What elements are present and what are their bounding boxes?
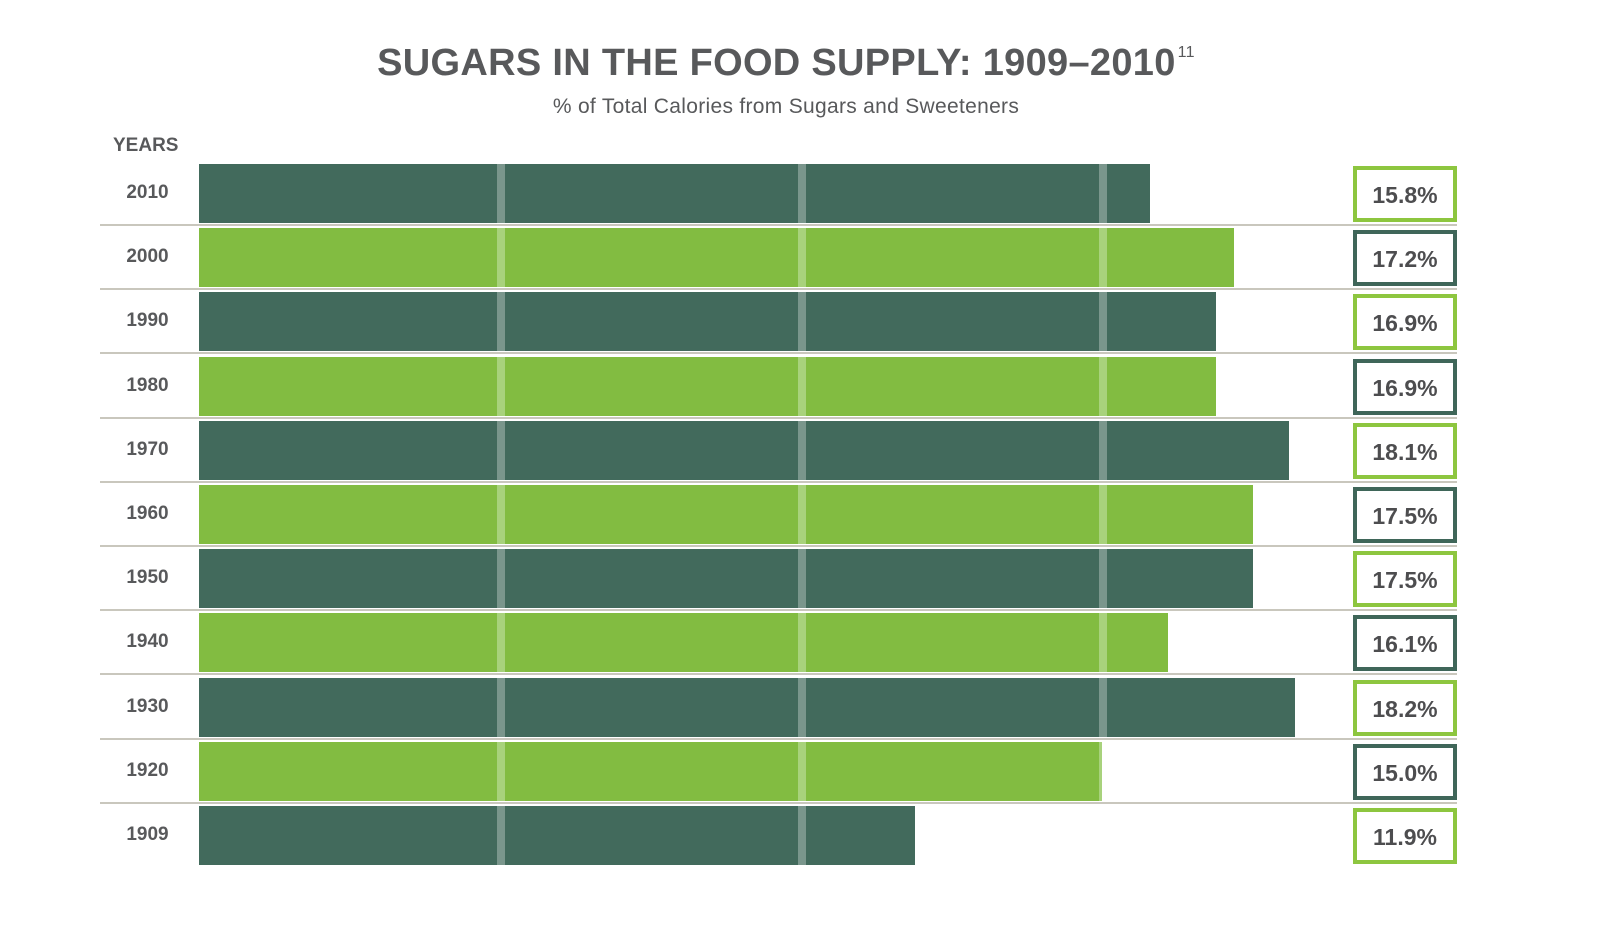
gridline (798, 228, 806, 287)
gridline (1099, 549, 1107, 608)
year-label: 1930 (126, 696, 169, 717)
gridline (1099, 292, 1107, 351)
value-label: 18.2% (1353, 680, 1457, 736)
bar-1960 (199, 485, 1253, 544)
y-axis-label: YEARS (113, 135, 179, 156)
chart-title-text: SUGARS IN THE FOOD SUPPLY: 1909–2010 (377, 42, 1176, 84)
gridline (1099, 613, 1107, 672)
bar-1940 (199, 613, 1168, 672)
value-label: 16.1% (1353, 615, 1457, 671)
year-label: 1950 (126, 567, 169, 588)
gridline (798, 549, 806, 608)
chart-title: SUGARS IN THE FOOD SUPPLY: 1909–2010 11 (0, 42, 1572, 85)
gridline (1099, 228, 1107, 287)
gridline (497, 485, 505, 544)
year-label: 2010 (126, 182, 169, 203)
gridline (497, 613, 505, 672)
gridline (497, 806, 505, 865)
gridline (798, 485, 806, 544)
year-label: 1920 (126, 760, 169, 781)
gridline (798, 292, 806, 351)
gridline (497, 357, 505, 416)
value-label: 17.5% (1353, 487, 1457, 543)
gridline (1099, 742, 1102, 801)
year-label: 1980 (126, 375, 169, 396)
gridline (1099, 678, 1107, 737)
gridline (798, 742, 806, 801)
bar-1970 (199, 421, 1289, 480)
value-label: 16.9% (1353, 294, 1457, 350)
row-separator (100, 224, 1457, 226)
gridline (798, 357, 806, 416)
row-separator (100, 738, 1457, 740)
gridline (1099, 421, 1107, 480)
bar-1980 (199, 357, 1216, 416)
year-label: 1990 (126, 310, 169, 331)
gridline (497, 549, 505, 608)
value-label: 15.8% (1353, 166, 1457, 222)
row-separator (100, 609, 1457, 611)
year-label: 1970 (126, 439, 169, 460)
row-separator (100, 673, 1457, 675)
gridline (497, 678, 505, 737)
bar-1990 (199, 292, 1216, 351)
row-separator (100, 802, 1457, 804)
gridline (497, 228, 505, 287)
chart-subtitle: % of Total Calories from Sugars and Swee… (552, 95, 1020, 118)
gridline (497, 164, 505, 223)
bar-1930 (199, 678, 1295, 737)
bar-1950 (199, 549, 1253, 608)
gridline (798, 678, 806, 737)
gridline (1099, 164, 1107, 223)
value-label: 11.9% (1353, 808, 1457, 864)
value-label: 17.2% (1353, 230, 1457, 286)
gridline (798, 421, 806, 480)
gridline (798, 806, 806, 865)
title-footnote: 11 (1177, 44, 1195, 61)
row-separator (100, 545, 1457, 547)
row-separator (100, 352, 1457, 354)
value-label: 17.5% (1353, 551, 1457, 607)
year-label: 1940 (126, 631, 169, 652)
gridline (497, 292, 505, 351)
year-label: 1960 (126, 503, 169, 524)
gridline (1099, 357, 1107, 416)
bar-1920 (199, 742, 1102, 801)
row-separator (100, 481, 1457, 483)
value-label: 16.9% (1353, 359, 1457, 415)
bar-2000 (199, 228, 1234, 287)
gridline (1099, 485, 1107, 544)
gridline (798, 613, 806, 672)
year-label: 2000 (126, 246, 169, 267)
row-separator (100, 417, 1457, 419)
gridline (798, 164, 806, 223)
gridline (497, 742, 505, 801)
year-label: 1909 (126, 824, 169, 845)
bar-1909 (199, 806, 915, 865)
value-label: 18.1% (1353, 423, 1457, 479)
value-label: 15.0% (1353, 744, 1457, 800)
row-separator (100, 288, 1457, 290)
bar-2010 (199, 164, 1150, 223)
gridline (497, 421, 505, 480)
